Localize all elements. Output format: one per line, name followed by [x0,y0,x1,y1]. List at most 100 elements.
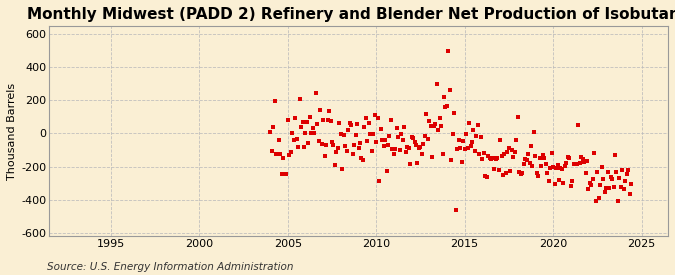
Point [381,169,392,174]
Point [583,186,594,191]
Point [347,152,358,156]
Point [343,128,354,132]
Point [522,152,533,156]
Point [471,134,482,138]
Point [392,126,402,130]
Point [410,143,421,147]
Point [524,161,535,165]
Point [593,196,604,201]
Point [440,104,451,109]
Point [303,140,314,145]
Point [265,130,275,134]
Point [577,156,588,161]
Point [539,156,549,160]
Point [394,147,405,152]
Point [618,187,629,191]
Point [310,91,321,95]
Point [620,179,630,183]
Point [462,145,473,150]
Point [374,178,385,183]
Point [537,153,548,157]
Point [325,119,336,123]
Point [387,147,398,152]
Point [286,150,296,154]
Point [608,185,619,189]
Point [495,138,506,142]
Point [423,137,433,141]
Point [526,144,537,148]
Point [466,139,477,144]
Point [561,161,572,166]
Point [617,168,628,172]
Point [540,162,551,166]
Point [340,144,351,148]
Point [338,133,349,137]
Point [398,138,408,142]
Point [504,146,514,150]
Point [384,134,395,139]
Point [598,177,609,181]
Point [491,156,502,160]
Point [319,154,330,158]
Point [331,150,342,154]
Point [587,177,598,181]
Point [490,157,501,161]
Point [611,170,622,175]
Point [389,152,400,156]
Point [555,166,566,170]
Point [369,112,380,117]
Point [536,164,547,168]
Point [278,155,289,160]
Point [480,174,491,178]
Point [496,154,507,158]
Point [307,126,318,131]
Point [456,160,467,164]
Point [564,155,574,160]
Point [605,175,616,180]
Point [568,162,579,166]
Point [396,132,406,136]
Point [408,136,418,140]
Point [306,131,317,136]
Point [406,135,417,139]
Point [315,108,325,112]
Point [493,168,504,172]
Point [567,178,578,183]
Y-axis label: Thousand Barrels: Thousand Barrels [7,82,17,180]
Point [470,148,481,153]
Point [622,172,632,176]
Point [546,151,557,155]
Point [333,145,344,150]
Point [433,128,443,132]
Point [570,162,580,166]
Point [551,166,562,170]
Point [365,132,376,136]
Point [586,183,597,188]
Point [342,149,352,153]
Point [294,97,305,101]
Point [624,191,635,196]
Point [337,167,348,171]
Point [282,117,293,122]
Point [517,170,528,175]
Point [518,162,529,166]
Point [527,164,538,169]
Point [273,138,284,143]
Point [300,130,311,135]
Point [430,122,441,127]
Point [352,122,362,126]
Point [328,143,339,147]
Point [312,122,323,126]
Point [327,140,338,144]
Point [515,171,526,176]
Point [359,124,370,129]
Point [465,144,476,148]
Point [268,125,279,130]
Point [623,167,634,172]
Point [502,150,513,155]
Point [287,131,298,135]
Point [272,152,283,156]
Point [475,134,486,139]
Point [405,161,416,166]
Point [585,180,595,185]
